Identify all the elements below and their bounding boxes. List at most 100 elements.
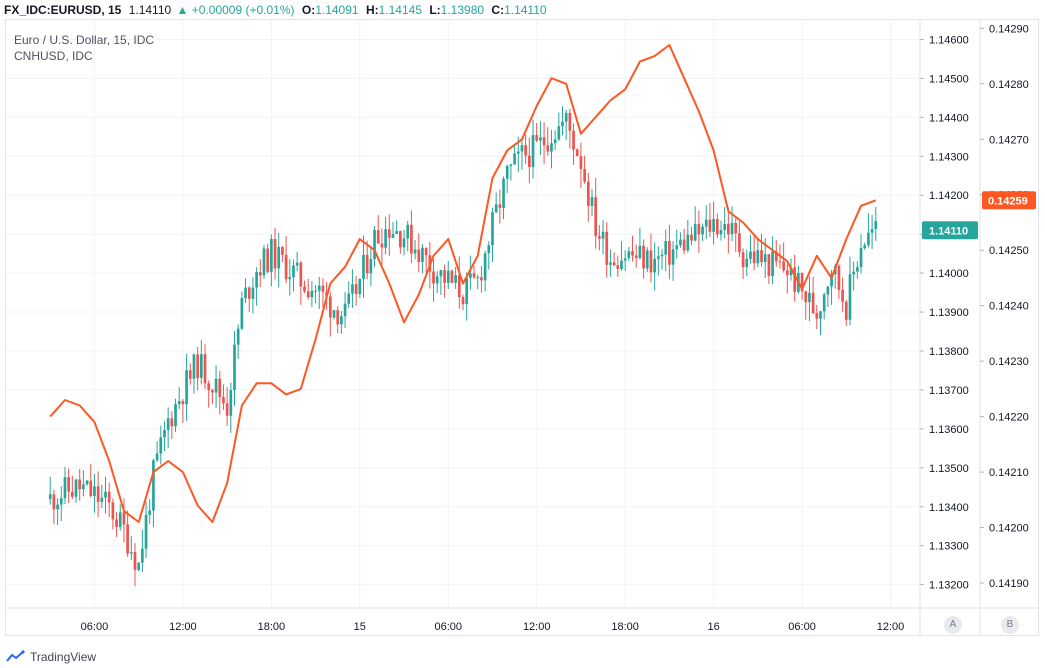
candle-body [347, 293, 351, 304]
candle-body [701, 226, 704, 235]
candle-body [410, 224, 413, 254]
candle-body [299, 262, 303, 287]
candle-body [111, 502, 115, 520]
candle-body [469, 273, 472, 278]
candle-body [454, 275, 457, 283]
time-tick-label: 06:00 [788, 621, 816, 633]
candle-body [612, 262, 616, 266]
candle-body [645, 250, 649, 269]
candle-body [487, 245, 491, 254]
candle-body [48, 494, 52, 499]
candle-body [402, 238, 406, 248]
candle-body [406, 224, 410, 239]
candle-body [317, 285, 321, 291]
footer-brand[interactable]: TradingView [6, 648, 96, 666]
candle-body [830, 274, 833, 287]
candle-body [472, 273, 476, 278]
candle-body [483, 253, 487, 281]
candle-body [78, 479, 82, 490]
compare-last-price-tag-label: 0.14259 [988, 195, 1028, 207]
candle-body [785, 270, 789, 276]
candle-body [384, 229, 387, 248]
candle-body [586, 181, 590, 206]
candle-body [391, 233, 395, 238]
candle-body [638, 245, 642, 258]
compare-series-line[interactable] [49, 44, 877, 523]
candle-body [148, 510, 152, 515]
candle-body [446, 270, 450, 283]
candle-body [498, 204, 502, 208]
candle-body [399, 231, 402, 248]
candle-body [177, 401, 181, 405]
price-tick-label: 1.13300 [929, 541, 969, 553]
candle-body [351, 284, 354, 294]
candle-body [181, 401, 185, 405]
compare-tick-label: 0.14270 [989, 134, 1029, 146]
candle-body [63, 477, 67, 499]
candle-body [561, 121, 564, 127]
candle-body [373, 230, 376, 260]
candle-body [572, 130, 575, 150]
close-value: 1.14110 [504, 3, 547, 17]
candle-body [214, 378, 218, 393]
price-tick-label: 1.13200 [929, 580, 969, 592]
candle-body [527, 155, 531, 167]
compare-tick-label: 0.14200 [989, 523, 1029, 535]
candle-body [328, 296, 332, 318]
candle-body [682, 239, 686, 251]
candle-body [424, 247, 428, 256]
candle-body [258, 272, 262, 276]
candle-body [760, 250, 763, 263]
candle-body [170, 418, 174, 427]
candle-body [480, 277, 483, 281]
compare-last-price-tag [982, 191, 1036, 210]
main-series-legend[interactable]: Euro / U.S. Dollar, 15, IDC [14, 33, 155, 47]
candle-body [421, 247, 424, 262]
candle-body [579, 156, 583, 169]
candle-body [203, 354, 207, 384]
time-tick-label: 15 [354, 621, 366, 633]
candle-body [656, 256, 660, 259]
compare-series-legend[interactable]: CNHUSD, IDC [14, 49, 93, 63]
compare-tick-label: 0.14230 [989, 356, 1029, 368]
candle-body [141, 548, 144, 563]
candle-body [310, 290, 314, 298]
candle-body [535, 135, 539, 141]
candle-body [292, 265, 295, 278]
price-tick-label: 1.14400 [929, 112, 969, 124]
symbol-name[interactable]: FX_IDC:EURUSD, 15 [4, 3, 122, 17]
candle-body [100, 497, 104, 502]
price-change: ▲ +0.00009 (+0.01%) [176, 3, 295, 17]
candle-body [767, 254, 771, 276]
candle-body [432, 271, 435, 284]
candle-body [793, 267, 797, 292]
candle-body [435, 276, 439, 284]
tradingview-logo-icon [6, 650, 25, 662]
scale-a-button[interactable]: A [944, 616, 962, 634]
candle-body [137, 562, 141, 570]
candle-body [822, 294, 826, 312]
candle-body [634, 255, 638, 258]
candle-body [664, 241, 668, 255]
candle-body [509, 164, 513, 166]
candle-body [225, 403, 229, 416]
last-price-tag-label: 1.14110 [929, 225, 968, 237]
candle-body [546, 145, 550, 152]
candle-body [590, 197, 594, 206]
compare-tick-label: 0.14240 [989, 301, 1029, 313]
compare-tick-label: 0.14280 [989, 79, 1029, 91]
scale-b-button[interactable]: B [1001, 616, 1019, 634]
candle-body [819, 311, 822, 319]
time-tick-label: 16 [707, 621, 719, 633]
candle-body [542, 137, 546, 146]
candle-body [605, 231, 609, 265]
candle-body [365, 254, 369, 274]
candle-body [505, 165, 509, 179]
candle-body [395, 231, 399, 234]
candle-body [247, 287, 251, 299]
candle-body [870, 229, 874, 233]
low-label: L: [429, 3, 441, 17]
candle-body [443, 270, 446, 283]
brand-name: TradingView [30, 650, 97, 664]
